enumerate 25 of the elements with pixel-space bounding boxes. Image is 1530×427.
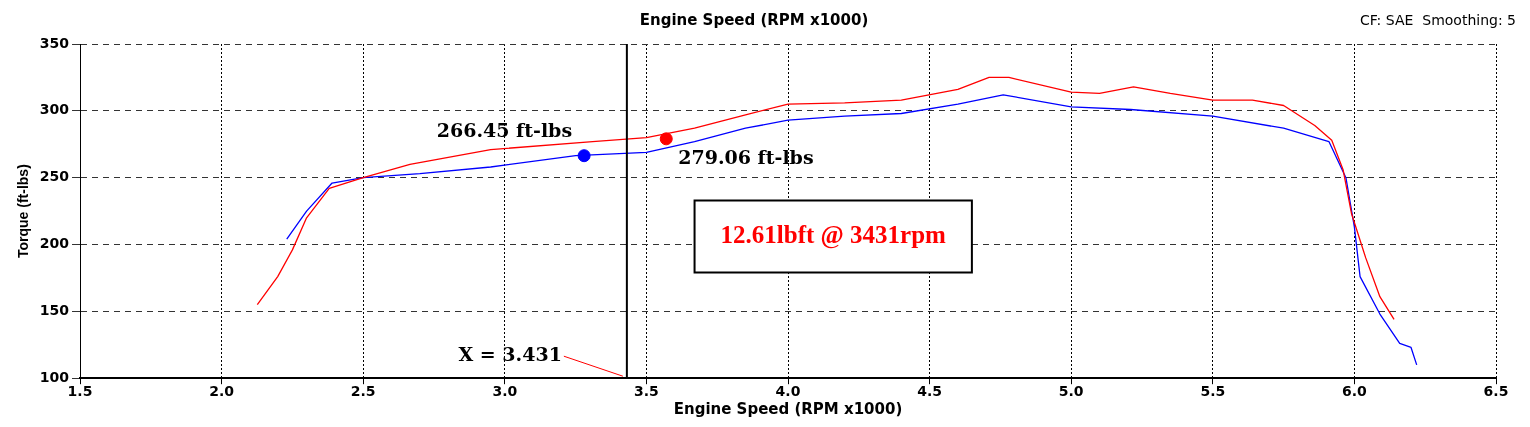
x-tick-label: 2.0	[209, 383, 235, 400]
x-tick-label: 5.0	[1058, 383, 1084, 400]
y-tick-label: 350	[39, 34, 70, 51]
x-axis-title: Engine Speed (RPM x1000)	[673, 399, 903, 418]
chart-title: Engine Speed (RPM x1000)	[639, 10, 869, 29]
annotation: 266.45 ft-lbs	[436, 118, 573, 141]
x-tick-label: 5.5	[1200, 383, 1226, 400]
x-tick-label: 4.0	[775, 383, 801, 400]
y-axis-title: Torque (ft-lbs)	[15, 164, 32, 259]
text: CF: SAE Smoothing: 5	[1359, 11, 1516, 28]
annotation: 279.06 ft-lbs	[678, 145, 814, 168]
y-tick-label: 150	[39, 302, 70, 318]
annotation: 12.61lbft @ 3431rpm	[720, 220, 947, 249]
y-tick-label: 300	[39, 101, 70, 118]
x-tick-label: 6.5	[1483, 383, 1509, 400]
x-tick-label: 2.5	[350, 383, 376, 400]
x-tick-label: 3.5	[634, 383, 659, 400]
ref-line-label: X = 3.431	[458, 343, 562, 366]
y-tick-label: 250	[39, 168, 70, 185]
x-tick-label: 3.0	[492, 383, 518, 400]
x-tick-label: 1.5	[67, 383, 93, 400]
y-tick-label: 200	[39, 235, 70, 252]
y-tick-label: 100	[39, 368, 70, 385]
x-tick-label: 4.5	[917, 383, 943, 400]
x-tick-label: 6.0	[1342, 383, 1368, 400]
